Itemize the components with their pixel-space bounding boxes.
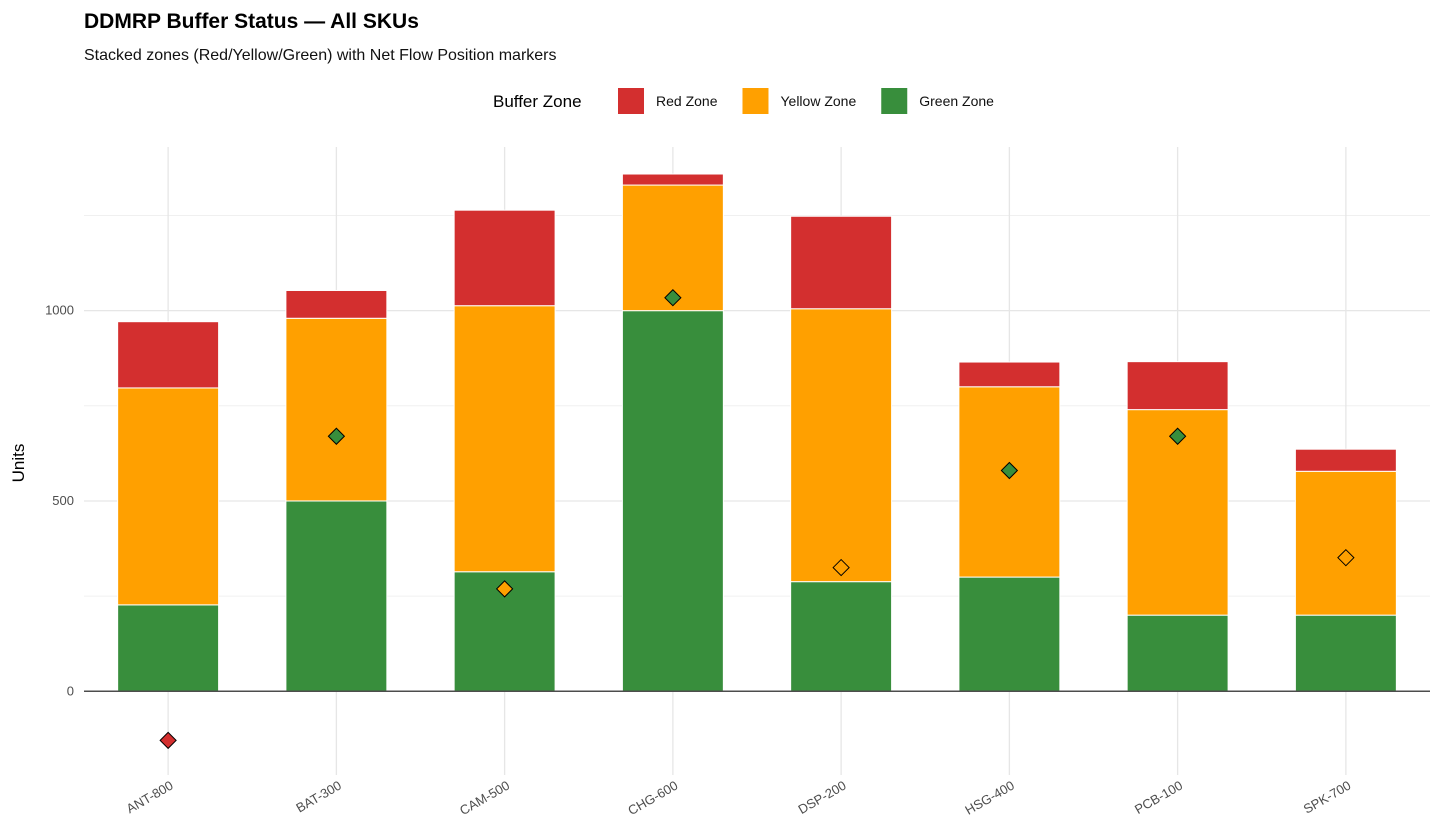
bar-red-zone-dsp-200 (790, 215, 893, 310)
bar-red-zone-cam-500 (453, 209, 556, 307)
bar-green-zone-spk-700 (1294, 614, 1397, 692)
legend-label: Green Zone (919, 93, 994, 109)
chart-title: DDMRP Buffer Status — All SKUs (84, 10, 419, 33)
bar-red-zone-pcb-100 (1126, 361, 1229, 411)
x-tick-label: DSP-200 (795, 778, 848, 817)
bar-red-zone-chg-600 (621, 173, 724, 186)
legend: Buffer Zone Red Zone Yellow Zone Green Zon… (493, 88, 994, 114)
net-flow-marker-chg-600 (664, 289, 682, 307)
bar-red-zone-bat-300 (285, 289, 388, 319)
net-flow-marker-ant-800 (159, 731, 177, 750)
bars (117, 173, 1397, 692)
x-tick-label: CAM-500 (457, 778, 512, 818)
net-flow-marker-cam-500 (495, 580, 514, 598)
y-axis-label: Units (9, 444, 28, 483)
bar-yellow-zone-bat-300 (285, 317, 388, 502)
chart-subtitle: Stacked zones (Red/Yellow/Green) with Ne… (84, 47, 557, 64)
y-tick-label: 0 (67, 683, 74, 698)
bar-red-zone-hsg-400 (958, 361, 1061, 388)
bar-green-zone-dsp-200 (790, 581, 893, 692)
legend-swatch-green-zone (881, 88, 908, 114)
bar-yellow-zone-cam-500 (453, 305, 556, 573)
net-flow-marker-hsg-400 (1000, 461, 1019, 480)
net-flow-marker-dsp-200 (832, 558, 850, 577)
x-tick-label: PCB-100 (1132, 778, 1185, 817)
bar-green-zone-chg-600 (621, 310, 724, 692)
y-tick-label: 1000 (45, 303, 74, 318)
net-flow-marker-bat-300 (327, 427, 346, 445)
x-tick-label: HSG-400 (962, 778, 1016, 818)
bar-green-zone-bat-300 (285, 500, 388, 692)
bar-red-zone-spk-700 (1294, 448, 1397, 472)
x-tick-label: SPK-700 (1301, 778, 1354, 817)
bar-yellow-zone-dsp-200 (790, 308, 893, 583)
legend-swatch-red-zone (618, 88, 644, 114)
bar-yellow-zone-hsg-400 (958, 386, 1061, 578)
x-tick-label: ANT-800 (124, 778, 176, 817)
bar-yellow-zone-spk-700 (1294, 470, 1397, 616)
bar-green-zone-ant-800 (117, 604, 220, 692)
net-flow-marker-spk-700 (1337, 548, 1355, 567)
legend-label: Yellow Zone (780, 93, 856, 109)
bar-green-zone-pcb-100 (1126, 614, 1229, 692)
legend-title: Buffer Zone (493, 92, 582, 111)
net-flow-markers (159, 289, 1355, 750)
y-tick-label: 500 (52, 493, 74, 508)
net-flow-marker-pcb-100 (1168, 427, 1187, 445)
legend-swatch-yellow-zone (742, 88, 769, 114)
bar-red-zone-ant-800 (117, 321, 220, 389)
bar-yellow-zone-ant-800 (117, 387, 220, 606)
x-tick-label: CHG-600 (625, 778, 680, 818)
x-tick-label: BAT-300 (293, 778, 343, 816)
bar-green-zone-hsg-400 (958, 576, 1061, 692)
legend-label: Red Zone (656, 93, 718, 109)
